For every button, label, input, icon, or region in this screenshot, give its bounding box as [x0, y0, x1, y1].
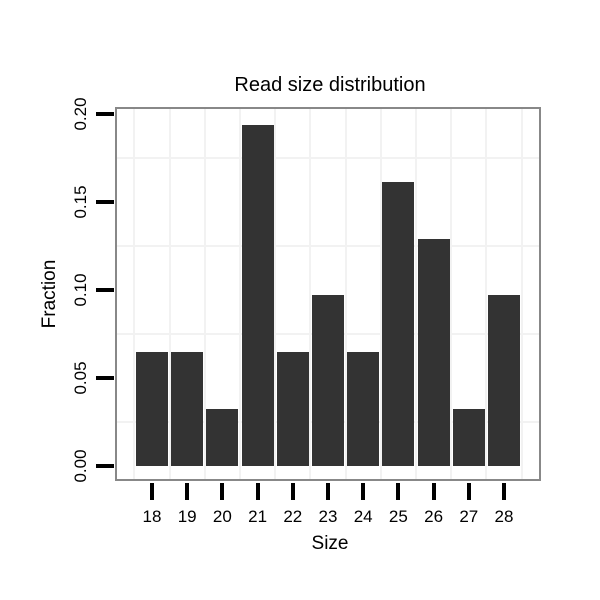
x-tick-label: 21: [248, 507, 268, 526]
x-tick-mark: [150, 483, 154, 500]
vertical-gridline: [379, 109, 382, 479]
vertical-gridline: [450, 109, 453, 479]
vertical-gridline: [168, 109, 171, 479]
bar-27: [452, 409, 485, 466]
vertical-gridline: [203, 109, 206, 479]
y-tick-mark: [96, 111, 114, 116]
bar-28: [488, 295, 520, 466]
x-tick-label: 20: [212, 507, 232, 526]
x-tick-label: 18: [142, 507, 162, 526]
chart-title: Read size distribution: [234, 74, 426, 96]
bar-19: [171, 352, 204, 466]
bar-23: [312, 295, 344, 466]
y-tick-mark: [96, 464, 114, 468]
x-tick-label: 23: [318, 507, 338, 526]
x-tick-mark: [396, 483, 401, 500]
y-tick-label: 0.20: [71, 96, 90, 131]
x-tick-label: 19: [177, 507, 197, 526]
x-tick-mark: [290, 483, 295, 500]
vertical-gridline: [133, 109, 136, 479]
bar-21: [241, 124, 274, 466]
x-tick-mark: [431, 483, 436, 500]
x-tick-label: 28: [494, 507, 514, 526]
x-tick-mark: [185, 483, 190, 500]
y-tick-label: 0.05: [71, 361, 90, 395]
vertical-gridline: [344, 109, 347, 479]
y-tick-label: 0.00: [71, 449, 90, 483]
horizontal-gridline: [117, 244, 539, 247]
bar-24: [347, 352, 380, 466]
vertical-gridline: [520, 109, 523, 479]
bar-25: [382, 181, 415, 466]
x-tick-mark: [326, 483, 330, 500]
x-tick-mark: [502, 483, 506, 500]
x-tick-label: 25: [388, 507, 408, 526]
x-tick-mark: [361, 483, 366, 500]
y-tick-mark: [96, 375, 114, 380]
vertical-gridline: [239, 109, 241, 479]
plot-area: [117, 109, 539, 479]
y-tick-mark: [96, 199, 114, 204]
bar-26: [417, 238, 450, 466]
vertical-gridline: [485, 109, 488, 479]
bar-18: [136, 352, 168, 466]
y-tick-label: 0.15: [71, 185, 90, 219]
vertical-gridline: [309, 109, 312, 479]
vertical-gridline: [274, 109, 277, 479]
x-tick-mark: [220, 483, 225, 500]
x-tick-label: 27: [459, 507, 479, 526]
x-tick-mark: [466, 483, 471, 500]
x-tick-mark: [255, 483, 260, 500]
x-tick-label: 24: [353, 507, 373, 526]
x-axis-title: Size: [311, 533, 349, 554]
bar-20: [206, 409, 239, 466]
y-tick-mark: [96, 287, 114, 292]
horizontal-gridline: [117, 156, 539, 159]
y-tick-label: 0.10: [71, 273, 90, 307]
x-tick-label: 22: [283, 507, 303, 526]
x-tick-label: 26: [424, 507, 444, 526]
y-axis-title: Fraction: [39, 259, 60, 329]
bar-22: [276, 352, 309, 466]
vertical-gridline: [415, 109, 417, 479]
